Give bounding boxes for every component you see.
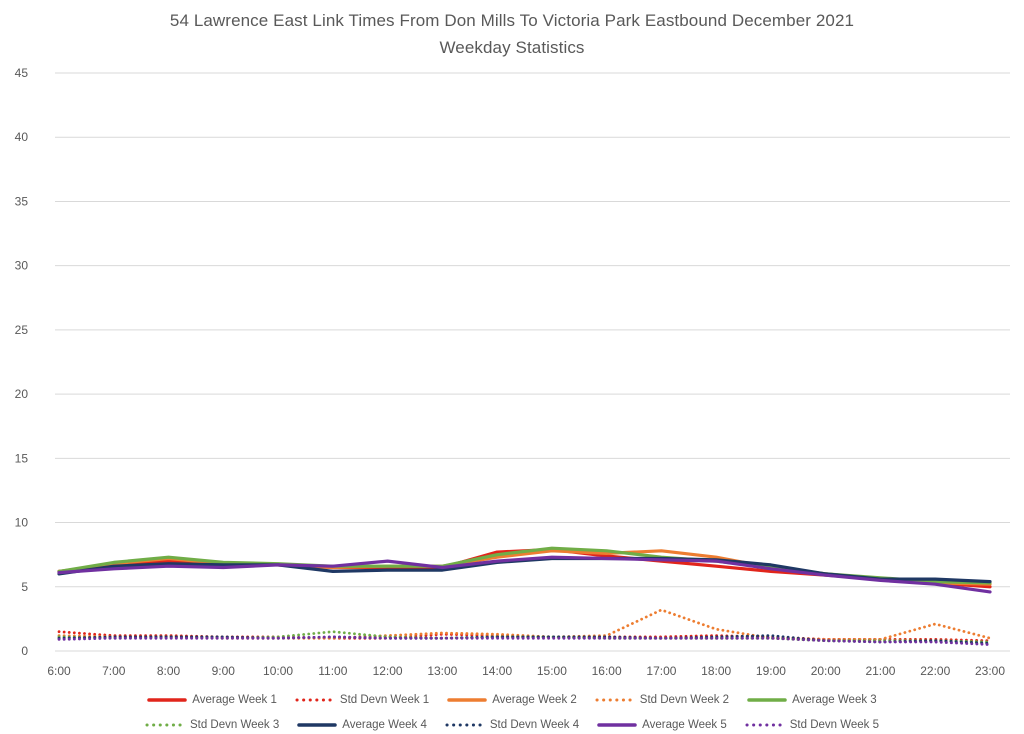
legend-item-std-devn-week-4: Std Devn Week 4 [445,719,579,731]
x-tick-label: 17:00 [646,664,676,678]
y-tick-label: 5 [21,580,28,594]
legend-item-std-devn-week-5: Std Devn Week 5 [745,719,879,731]
x-tick-label: 11:00 [318,664,347,678]
x-tick-label: 10:00 [263,664,293,678]
series-line-std-devn-week-2 [57,608,992,641]
legend-item-std-devn-week-3: Std Devn Week 3 [145,719,279,731]
series-line-average-week-5 [57,555,992,594]
dotted-line-swatch-icon [745,723,785,727]
legend-item-average-week-3: Average Week 3 [747,694,877,706]
solid-line-swatch-icon [447,698,487,702]
legend-label: Std Devn Week 4 [489,719,580,731]
legend-label: Std Devn Week 1 [339,694,430,706]
x-tick-label: 21:00 [865,664,895,678]
solid-line-swatch-icon [597,723,637,727]
legend-item-average-week-5: Average Week 5 [597,719,727,731]
y-tick-label: 45 [15,66,29,80]
x-tick-label: 12:00 [373,664,403,678]
legend-label: Average Week 4 [342,719,427,731]
chart-title-line2: Weekday Statistics [439,38,585,57]
solid-line-swatch-icon [147,698,188,702]
solid-line-swatch-icon [747,698,787,702]
y-tick-label: 30 [15,259,29,273]
x-tick-label: 13:00 [427,664,457,678]
legend-item-average-week-2: Average Week 2 [447,694,577,706]
x-tick-label: 14:00 [482,664,512,678]
x-tick-label: 8:00 [157,664,181,678]
x-tick-label: 20:00 [811,664,841,678]
y-tick-label: 25 [15,323,29,337]
y-tick-label: 40 [15,130,29,144]
legend-label: Average Week 3 [792,694,877,706]
y-tick-label: 0 [21,644,28,658]
legend-row-1: Average Week 1 Std Devn Week 1 Average Wee… [0,694,1024,706]
legend-label: Std Devn Week 5 [789,719,880,731]
y-tick-label: 35 [15,194,29,208]
series-line-std-devn-week-5 [57,635,992,646]
y-tick-label: 10 [15,516,29,530]
legend-item-std-devn-week-1: Std Devn Week 1 [295,694,429,706]
dotted-line-swatch-icon [595,698,635,702]
x-tick-label: 23:00 [975,664,1005,678]
legend-label: Average Week 5 [642,719,727,731]
legend-item-std-devn-week-2: Std Devn Week 2 [595,694,729,706]
dotted-line-swatch-icon [145,723,185,727]
legend-label: Std Devn Week 3 [189,719,280,731]
chart-title: 54 Lawrence East Link Times From Don Mil… [0,7,1024,61]
y-tick-label: 20 [15,387,29,401]
x-tick-label: 19:00 [756,664,786,678]
legend-label: Std Devn Week 2 [639,694,730,706]
legend-item-average-week-1: Average Week 1 [147,694,277,706]
y-tick-label: 15 [15,451,29,465]
dotted-line-swatch-icon [445,723,485,727]
legend-item-average-week-4: Average Week 4 [297,719,427,731]
x-tick-label: 18:00 [701,664,731,678]
x-tick-label: 6:00 [47,664,71,678]
legend-label: Average Week 1 [192,694,277,706]
solid-line-swatch-icon [297,723,337,727]
chart-title-line1: 54 Lawrence East Link Times From Don Mil… [169,11,855,30]
x-tick-label: 9:00 [212,664,236,678]
x-tick-label: 7:00 [102,664,126,678]
x-tick-label: 15:00 [537,664,567,678]
x-tick-label: 22:00 [920,664,950,678]
legend-label: Average Week 2 [492,694,577,706]
x-tick-label: 16:00 [592,664,622,678]
dotted-line-swatch-icon [295,698,335,702]
legend-row-2: Std Devn Week 3 Average Week 4 Std Devn We… [0,719,1024,731]
